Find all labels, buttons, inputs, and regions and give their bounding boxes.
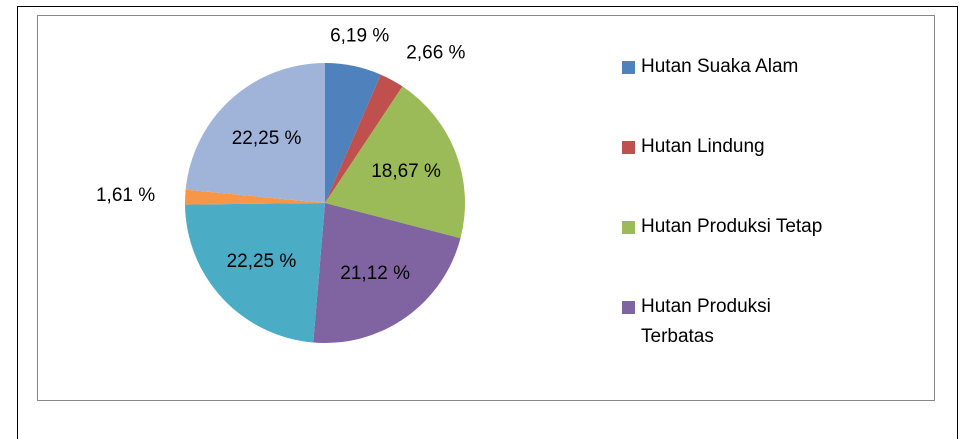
pie-slice bbox=[325, 86, 466, 239]
pie-slice bbox=[184, 189, 325, 205]
legend-item: Hutan Produksi Terbatas bbox=[622, 292, 922, 372]
data-label: 6,19 % bbox=[330, 26, 389, 47]
legend-swatch bbox=[622, 61, 635, 74]
pie-slice bbox=[185, 203, 325, 343]
legend-item: Hutan Produksi Tetap bbox=[622, 212, 922, 292]
legend-item: Hutan Lindung bbox=[622, 132, 922, 212]
legend-swatch bbox=[622, 141, 635, 154]
legend-swatch bbox=[622, 221, 635, 234]
legend-swatch bbox=[622, 301, 635, 314]
legend-label: Hutan Suaka Alam bbox=[641, 56, 799, 77]
data-label: 18,67 % bbox=[371, 161, 441, 182]
legend-item: Hutan Suaka Alam bbox=[622, 52, 922, 132]
data-label: 22,25 % bbox=[232, 128, 302, 149]
pie-slice bbox=[325, 74, 403, 203]
pie-slice bbox=[313, 203, 461, 343]
legend-label: Hutan Produksi Tetap bbox=[641, 216, 823, 237]
legend-label: Hutan Lindung bbox=[641, 136, 765, 157]
legend-label: Hutan Produksi Terbatas bbox=[641, 296, 771, 347]
outer-frame bbox=[17, 6, 958, 439]
legend: Hutan Suaka Alam Hutan Lindung Hutan Produ… bbox=[622, 52, 922, 372]
data-label: 1,61 % bbox=[96, 185, 155, 206]
data-label: 21,12 % bbox=[340, 263, 410, 284]
data-label: 2,66 % bbox=[406, 43, 465, 64]
pie-slice bbox=[325, 63, 381, 203]
data-label: 22,25 % bbox=[227, 251, 297, 272]
pie-slice bbox=[185, 63, 325, 203]
